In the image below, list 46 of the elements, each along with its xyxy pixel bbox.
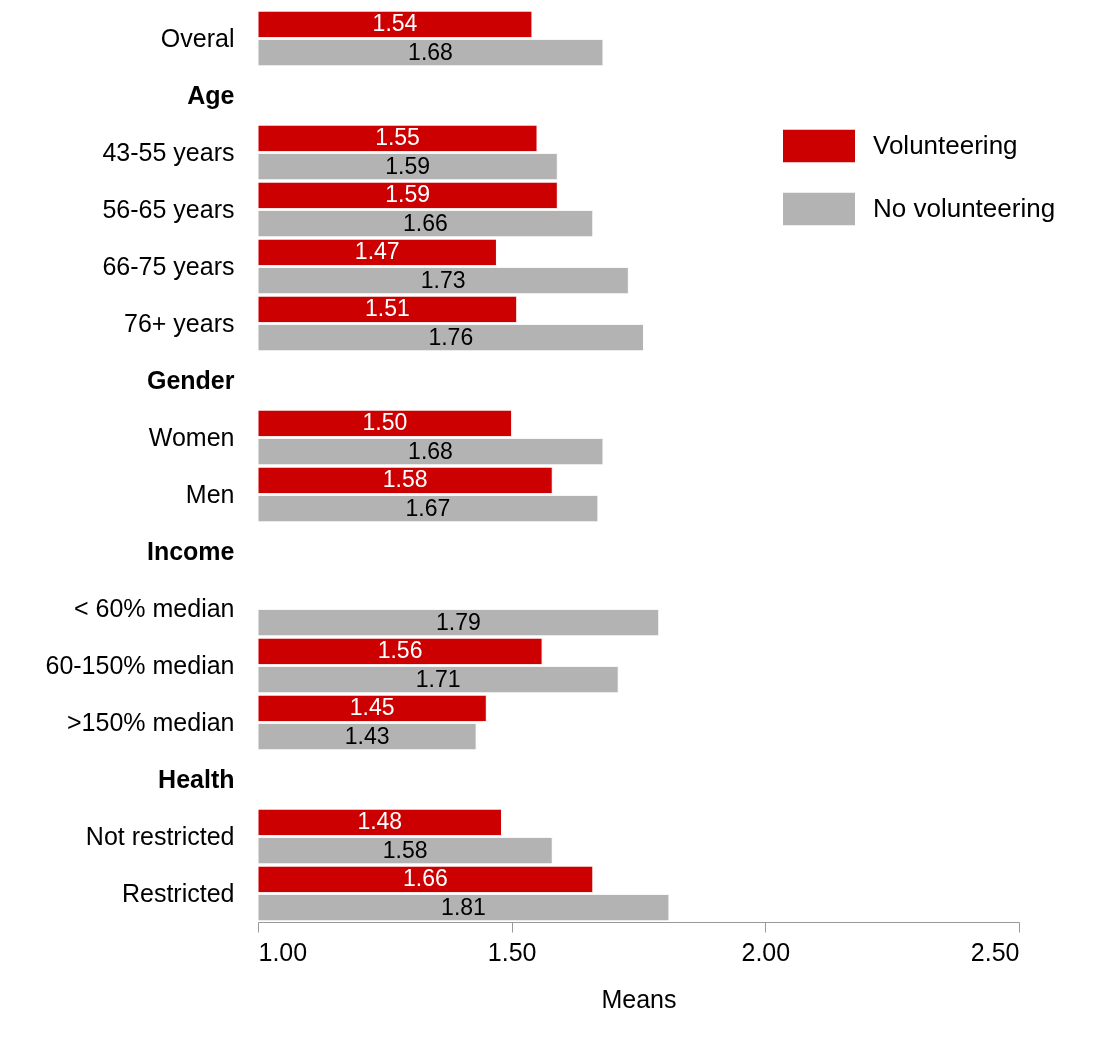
data-label: 1.48 xyxy=(357,808,403,835)
data-label: 1.73 xyxy=(420,266,466,293)
y-tick-label: 56-65 years xyxy=(102,194,235,223)
data-label: 1.68 xyxy=(408,437,453,464)
y-tick-label: 66-75 years xyxy=(102,251,235,280)
y-tick-label: Overal xyxy=(160,23,235,52)
x-tick-label: 1.50 xyxy=(487,937,537,966)
x-tick-label: 2.00 xyxy=(741,937,791,966)
data-label: 1.59 xyxy=(385,152,431,179)
data-label: 1.56 xyxy=(377,637,423,664)
y-tick-label: Age xyxy=(187,80,235,109)
y-tick-label: 76+ years xyxy=(124,308,235,337)
y-tick-label: 60-150% median xyxy=(45,650,235,679)
data-label: 1.76 xyxy=(428,323,474,350)
y-tick-label: Restricted xyxy=(121,878,235,907)
data-label: 1.51 xyxy=(364,295,410,322)
data-label: 1.58 xyxy=(382,466,428,493)
data-label: 1.68 xyxy=(408,38,453,65)
y-tick-label: >150% median xyxy=(67,707,235,736)
y-tick-label: Men xyxy=(185,479,235,508)
data-label: 1.66 xyxy=(403,865,448,892)
data-label: 1.81 xyxy=(441,893,486,920)
x-axis-title: Means xyxy=(601,984,677,1013)
y-tick-label: < 60% median xyxy=(73,593,235,622)
y-tick-label: 43-55 years xyxy=(102,137,235,166)
data-label: 1.54 xyxy=(372,10,418,37)
data-label: 1.66 xyxy=(403,209,448,236)
data-label: 1.59 xyxy=(385,181,431,208)
data-label: 1.71 xyxy=(415,665,461,692)
data-label: 1.58 xyxy=(382,836,428,863)
data-label: 1.79 xyxy=(436,608,481,635)
legend-label: Volunteering xyxy=(873,130,1018,160)
y-tick-label: Income xyxy=(146,536,235,565)
data-label: 1.50 xyxy=(362,409,408,436)
data-label: 1.47 xyxy=(354,238,400,265)
data-label: 1.67 xyxy=(405,494,451,521)
y-tick-label: Health xyxy=(158,764,235,793)
y-tick-label: Women xyxy=(148,422,235,451)
y-tick-label: Gender xyxy=(146,365,235,394)
x-tick-label: 1.00 xyxy=(258,937,308,966)
data-label: 1.45 xyxy=(349,694,395,721)
legend-label: No volunteering xyxy=(873,193,1056,223)
data-label: 1.55 xyxy=(375,124,420,151)
y-tick-label: Not restricted xyxy=(85,821,235,850)
data-label: 1.43 xyxy=(344,722,390,749)
x-tick-label: 2.50 xyxy=(970,937,1020,966)
